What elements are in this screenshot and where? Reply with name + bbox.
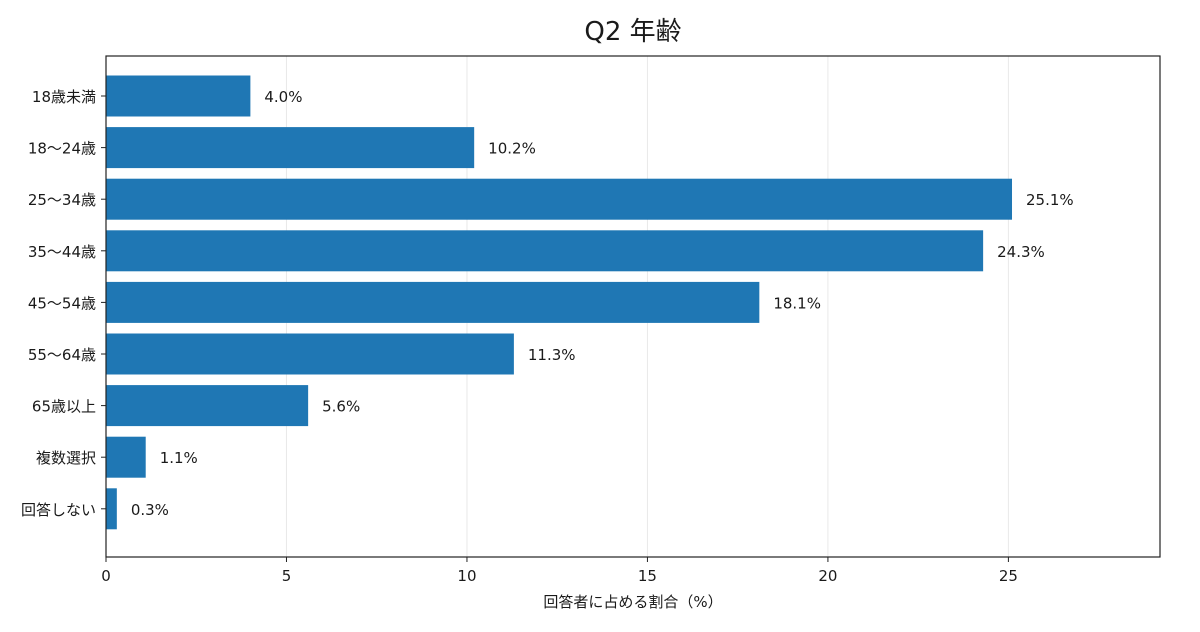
y-category-label: 35～44歳 [28,243,96,261]
bar [106,75,251,117]
x-tick-label: 5 [282,567,292,585]
y-category-label: 18～24歳 [28,140,96,158]
bar [106,178,1013,220]
x-axis-ticks: 0 5 10 15 20 25 [101,557,1018,585]
x-tick-label: 20 [818,567,837,585]
x-tick-label: 25 [999,567,1018,585]
bar [106,436,146,478]
bar-value-label: 0.3% [131,501,169,519]
y-category-label: 18歳未満 [32,88,96,106]
bar [106,333,514,375]
bar-value-label: 1.1% [160,449,198,467]
bar-value-label: 25.1% [1026,191,1074,209]
chart-title: Q2 年齢 [584,17,681,47]
bar [106,281,760,323]
y-category-label: 25～34歳 [28,191,96,209]
x-tick-label: 10 [457,567,476,585]
bar [106,230,984,272]
bar [106,385,309,427]
bar-value-label: 18.1% [773,294,821,312]
bar-value-label: 24.3% [997,243,1045,261]
bar-value-label: 10.2% [488,140,536,158]
x-tick-label: 15 [638,567,657,585]
bar-value-label: 11.3% [528,346,576,364]
plot-frame [105,55,1161,558]
bar-value-label: 5.6% [322,398,360,416]
bar-value-label: 4.0% [264,88,302,106]
x-tick-label: 0 [101,567,111,585]
y-axis-labels: 18歳未満 18～24歳 25～34歳 35～44歳 45～54歳 55～64歳 65歳以上… [21,88,106,519]
bars: 4.0% 10.2% 25.1% 24.3% 18.1% 11.3% 5.6% 1.1% 0.3… [106,75,1074,530]
y-category-label: 45～54歳 [28,294,96,312]
y-category-label: 65歳以上 [32,398,96,416]
y-category-label: 回答しない [21,501,96,519]
y-category-label: 複数選択 [36,449,96,467]
x-axis-label: 回答者に占める割合（%） [543,593,722,611]
y-category-label: 55～64歳 [28,346,96,364]
bar [106,127,475,169]
bar [106,488,117,530]
